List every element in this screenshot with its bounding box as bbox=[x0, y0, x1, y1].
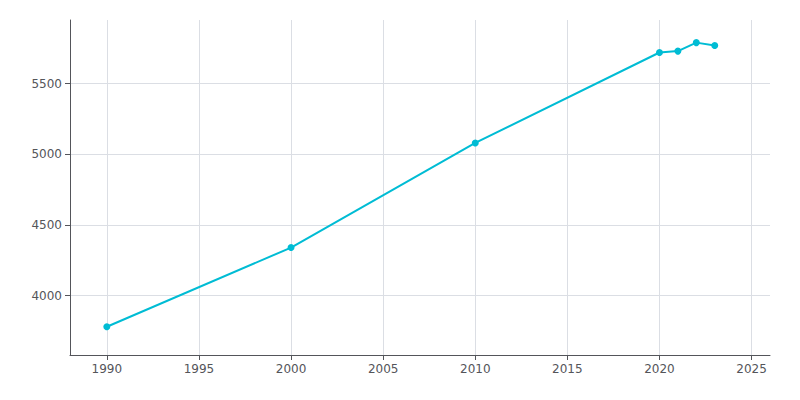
svg-text:2005: 2005 bbox=[368, 362, 399, 376]
svg-text:2020: 2020 bbox=[644, 362, 675, 376]
svg-text:1995: 1995 bbox=[184, 362, 215, 376]
svg-text:2010: 2010 bbox=[460, 362, 491, 376]
svg-text:2025: 2025 bbox=[736, 362, 767, 376]
svg-text:1990: 1990 bbox=[92, 362, 123, 376]
svg-text:2000: 2000 bbox=[276, 362, 307, 376]
svg-text:2015: 2015 bbox=[552, 362, 583, 376]
svg-text:5500: 5500 bbox=[31, 77, 62, 91]
svg-text:4500: 4500 bbox=[31, 218, 62, 232]
svg-text:4000: 4000 bbox=[31, 289, 62, 303]
svg-text:5000: 5000 bbox=[31, 147, 62, 161]
